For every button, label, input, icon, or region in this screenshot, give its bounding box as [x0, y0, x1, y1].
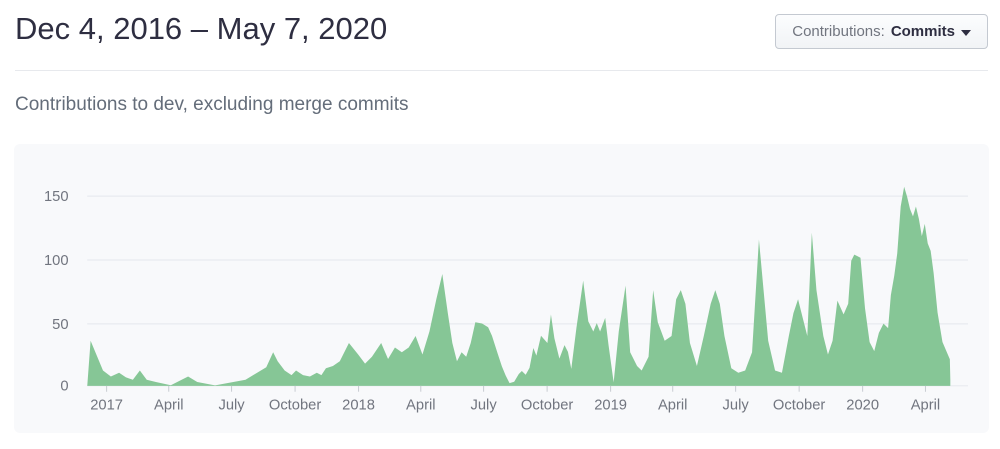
svg-text:0: 0 [60, 379, 68, 395]
svg-text:2020: 2020 [846, 397, 879, 413]
svg-text:April: April [658, 397, 687, 413]
svg-text:2019: 2019 [594, 397, 627, 413]
svg-text:July: July [218, 397, 245, 413]
svg-text:July: July [723, 397, 750, 413]
svg-text:150: 150 [44, 189, 69, 205]
svg-text:2018: 2018 [342, 397, 375, 413]
svg-text:October: October [269, 397, 322, 413]
svg-text:2017: 2017 [90, 397, 123, 413]
svg-text:April: April [406, 397, 435, 413]
svg-text:April: April [154, 397, 183, 413]
svg-text:October: October [773, 397, 826, 413]
svg-text:July: July [471, 397, 498, 413]
svg-text:October: October [521, 397, 574, 413]
svg-text:50: 50 [52, 317, 68, 333]
svg-text:100: 100 [44, 253, 69, 269]
svg-text:April: April [911, 397, 940, 413]
